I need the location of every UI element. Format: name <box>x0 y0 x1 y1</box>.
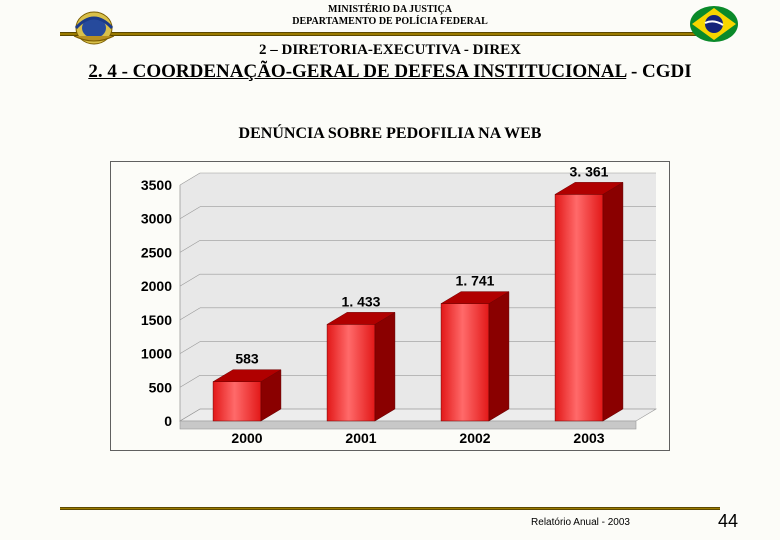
svg-text:3500: 3500 <box>141 177 172 193</box>
svg-text:500: 500 <box>149 379 173 395</box>
subsection-title: 2. 4 - COORDENAÇÃO-GERAL DE DEFESA INSTI… <box>0 61 780 83</box>
footer-report: Relatório Anual - 2003 <box>531 517 630 528</box>
svg-text:0: 0 <box>164 413 172 429</box>
subsection-underlined: 2. 4 - COORDENAÇÃO-GERAL DE DEFESA INSTI… <box>88 61 626 82</box>
page-header: MINISTÉRIO DA JUSTIÇA DEPARTAMENTO DE PO… <box>0 0 780 36</box>
svg-text:1500: 1500 <box>141 312 172 328</box>
bar-chart: 0 500 1000 1500 2000 2500 3000 3500 583 2000 1. 43… <box>110 161 670 456</box>
svg-text:3. 361: 3. 361 <box>570 163 609 179</box>
svg-text:3000: 3000 <box>141 211 172 227</box>
svg-text:2002: 2002 <box>459 430 490 446</box>
svg-text:1. 433: 1. 433 <box>342 293 381 309</box>
chart-svg: 0 500 1000 1500 2000 2500 3000 3500 583 2000 1. 43… <box>110 161 670 451</box>
header-rule <box>60 32 720 36</box>
svg-text:2000: 2000 <box>141 278 172 294</box>
svg-text:583: 583 <box>235 351 259 367</box>
subsection-suffix: - CGDI <box>626 61 691 82</box>
svg-text:2001: 2001 <box>345 430 376 446</box>
svg-text:2003: 2003 <box>573 430 604 446</box>
footer-rule <box>60 507 720 510</box>
page-number: 44 <box>718 511 738 532</box>
brazil-flag-globe <box>686 2 742 46</box>
svg-text:2000: 2000 <box>231 430 262 446</box>
svg-text:2500: 2500 <box>141 244 172 260</box>
svg-text:1. 741: 1. 741 <box>456 273 495 289</box>
chart-title: DENÚNCIA SOBRE PEDOFILIA NA WEB <box>0 125 780 143</box>
svg-text:1000: 1000 <box>141 346 172 362</box>
pf-badge-logo <box>66 2 122 46</box>
